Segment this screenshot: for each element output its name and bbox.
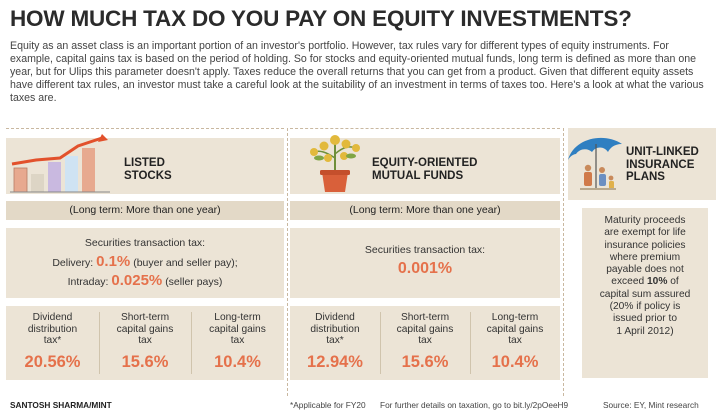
mf-dividend-label-2: distribution [310,323,360,335]
ulip-info-panel: Maturity proceeds are exempt for life in… [582,208,708,378]
stocks-ltcg-value: 10.4% [214,353,261,371]
page-title: HOW MUCH TAX DO YOU PAY ON EQUITY INVEST… [10,6,632,31]
mf-long-term-bar: (Long term: More than one year) [290,201,560,220]
ulip-title-line3: PLANS [626,171,665,183]
money-plant-icon [310,135,360,192]
stocks-stcg-label-3: tax [138,335,152,346]
ulip-exceed-line: exceed 10% of [582,276,708,288]
listed-stocks-title: LISTED STOCKS [124,157,172,182]
stocks-delivery-row: Delivery: 0.1% (buyer and seller pay); [6,253,284,270]
intraday-label: Intraday: [67,276,109,288]
top-rule-1 [6,128,284,136]
mutual-funds-title-line1: EQUITY-ORIENTED [372,157,478,169]
mf-stcg-label-1: Short-term [400,312,450,323]
mf-ltcg-label-3: tax [508,335,522,346]
stocks-dividend-label-3: tax* [43,335,62,346]
stocks-dividend-label: Dividend distribution tax* [6,312,99,347]
intraday-note: (seller pays) [165,276,223,288]
ulip-text-line-2: are exempt for life [604,227,686,239]
mf-stcg-label-3: tax [418,335,432,346]
mf-ltcg-label-1: Long-term [491,312,539,323]
stocks-taxes-panel: Dividend distribution tax* 20.56% Short-… [6,306,284,380]
ulip-text-line-6: capital sum assured [599,288,691,300]
stocks-stcg-label-2: capital gains [116,323,174,335]
intro-paragraph: Equity as an asset class is an important… [10,40,704,105]
stocks-stcg-cell: Short-term capital gains tax 15.6% [99,306,191,380]
listed-stocks-title-line1: LISTED [124,157,165,169]
stocks-ltcg-label-1: Long-term [214,312,261,323]
mutual-funds-title-line2: MUTUAL FUNDS [372,169,464,182]
bar-chart-icon [10,134,110,193]
mf-stt-value: 0.001% [397,260,453,277]
stocks-stt-label: Securities transaction tax: [84,237,206,249]
footer-details: For further details on taxation, go to b… [380,400,569,410]
ulip-title-line2: INSURANCE [626,158,695,171]
ulip-text-line-1: Maturity proceeds [604,215,686,226]
stocks-ltcg-label-2: capital gains [209,323,266,335]
mf-dividend-label-3: tax* [326,335,344,346]
mf-dividend-label-1: Dividend [315,312,355,323]
stocks-stcg-label: Short-term capital gains tax [99,312,191,347]
stocks-separator-2 [191,312,192,374]
stocks-ltcg-cell: Long-term capital gains tax 10.4% [191,306,284,380]
ulip-text-line-7: (20% if policy is [609,301,681,313]
ulip-text-line-9: 1 April 2012) [616,325,674,337]
ulip-text-line-3: insurance policies [604,239,686,251]
mf-taxes-panel: Dividend distribution tax* 12.94% Short-… [290,306,560,380]
umbrella-family-icon [568,137,622,190]
intraday-value: 0.025% [111,272,163,289]
mf-dividend-label: Dividend distribution tax* [290,312,380,347]
ulip-text-line-8: issued prior to [613,313,677,325]
ulip-exceed-suffix: of [667,276,679,288]
stocks-dividend-cell: Dividend distribution tax* 20.56% [6,306,99,380]
delivery-value: 0.1% [96,253,131,270]
mf-stcg-cell: Short-term capital gains tax 15.6% [380,306,470,380]
mf-stt-label: Securities transaction tax: [364,244,486,256]
mf-stcg-value: 15.6% [401,353,449,371]
stocks-stcg-value: 15.6% [121,353,169,371]
stocks-dividend-value: 20.56% [24,353,81,371]
mf-stcg-label: Short-term capital gains tax [380,312,470,347]
stocks-stt-panel: Securities transaction tax: Delivery: 0.… [6,228,284,298]
delivery-note: (buyer and seller pay); [133,257,238,269]
top-rule-2 [290,128,560,136]
ulip-title: UNIT-LINKED INSURANCE PLANS [626,146,699,184]
ulip-title-line1: UNIT-LINKED [626,146,699,158]
ulip-text-line-5: payable does not [606,264,684,276]
mf-stt-panel: Securities transaction tax: 0.001% [290,228,560,298]
mf-ltcg-value: 10.4% [491,353,539,371]
footer-credit-text: SANTOSH SHARMA/MINT [10,400,112,410]
mf-dividend-value: 12.94% [307,353,363,371]
ulip-exceed-value: 10% [646,276,668,288]
stocks-ltcg-label: Long-term capital gains tax [191,312,284,347]
footer-note: *Applicable for FY20 [290,400,366,410]
stocks-dividend-label-1: Dividend [32,312,73,323]
footer-credit: SANTOSH SHARMA/MINT [10,400,112,410]
mf-separator-1 [380,312,381,374]
stocks-ltcg-label-3: tax [230,335,245,346]
mf-separator-2 [470,312,471,374]
listed-stocks-title-line2: STOCKS [124,169,172,182]
stocks-long-term-bar: (Long term: More than one year) [6,201,284,220]
column-divider-2 [563,128,564,396]
mf-stcg-label-2: capital gains [396,323,454,335]
mf-ltcg-label: Long-term capital gains tax [470,312,560,347]
delivery-label: Delivery: [52,257,94,269]
ulip-exceed-prefix: exceed [611,276,647,288]
mf-ltcg-label-2: capital gains [486,323,544,335]
stocks-intraday-row: Intraday: 0.025% (seller pays) [6,272,284,289]
mf-dividend-cell: Dividend distribution tax* 12.94% [290,306,380,380]
stocks-dividend-label-2: distribution [27,323,78,335]
mf-ltcg-cell: Long-term capital gains tax 10.4% [470,306,560,380]
stocks-separator-1 [99,312,100,374]
column-divider-1 [287,128,288,396]
footer-source: Source: EY, Mint research [603,400,699,410]
mutual-funds-title: EQUITY-ORIENTED MUTUAL FUNDS [372,157,477,182]
ulip-text-line-4: where premium [609,251,681,263]
stocks-stcg-label-1: Short-term [120,312,170,323]
